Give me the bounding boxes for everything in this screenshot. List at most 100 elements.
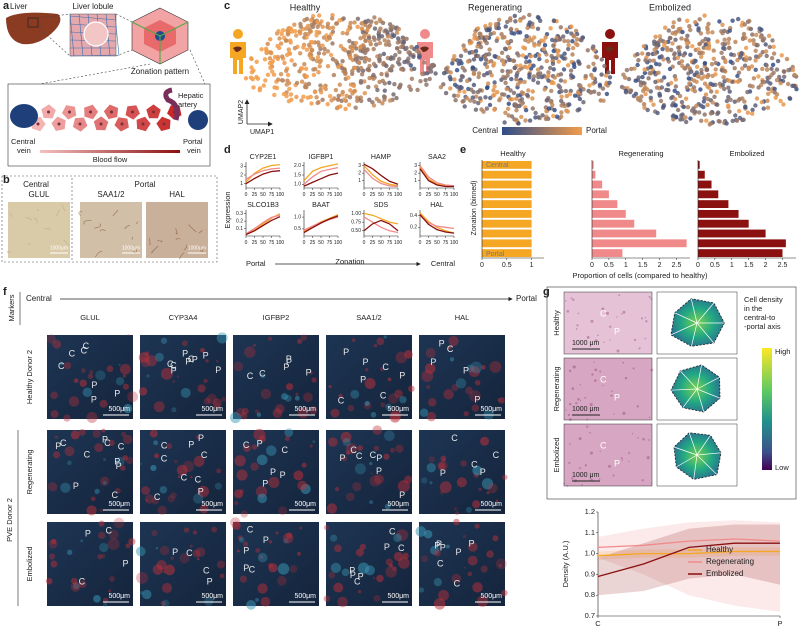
if-signal bbox=[257, 493, 268, 504]
umap-cell bbox=[457, 86, 462, 91]
if-signal bbox=[87, 373, 94, 380]
umap-cell bbox=[358, 66, 364, 71]
zone-letter: P bbox=[171, 365, 177, 375]
x-tick-label: 0 bbox=[480, 262, 484, 269]
umap-cell bbox=[676, 27, 681, 32]
if-signal bbox=[203, 397, 211, 405]
he-speck bbox=[572, 365, 576, 369]
umap-cell bbox=[536, 53, 542, 58]
if-signal bbox=[153, 440, 159, 446]
if-signal bbox=[50, 538, 57, 545]
zone-letter: P bbox=[440, 543, 446, 553]
label: Zonation bbox=[335, 257, 364, 266]
series-line bbox=[363, 168, 399, 188]
y-tick-label: 0.2 bbox=[410, 225, 417, 231]
if-signal bbox=[495, 558, 507, 570]
umap-cell bbox=[279, 78, 285, 83]
ihc-vessel bbox=[27, 243, 31, 246]
panel-letter: f bbox=[3, 286, 7, 298]
umap-cell bbox=[548, 99, 554, 105]
umap-cell bbox=[314, 95, 319, 100]
umap-cell bbox=[680, 63, 685, 69]
if-signal bbox=[233, 361, 244, 372]
x-tick-label: 1.5 bbox=[744, 262, 754, 269]
chart-title: HAL bbox=[430, 202, 444, 209]
zone-letter: P bbox=[339, 453, 345, 463]
if-signal bbox=[253, 343, 257, 347]
legend-label: Embolized bbox=[706, 569, 743, 578]
umap-cell bbox=[675, 55, 681, 60]
umap-cell bbox=[742, 63, 748, 68]
umap-cell bbox=[747, 56, 752, 61]
if-signal bbox=[109, 576, 115, 582]
umap-cell bbox=[497, 98, 502, 103]
if-signal bbox=[99, 508, 104, 513]
bar bbox=[482, 200, 532, 209]
if-signal bbox=[99, 399, 108, 408]
umap-cell bbox=[766, 91, 771, 97]
he-speck bbox=[602, 384, 604, 387]
ihc-vessel bbox=[78, 211, 83, 216]
if-signal bbox=[285, 383, 294, 391]
if-signal bbox=[476, 595, 489, 607]
umap-cell bbox=[774, 92, 780, 97]
label: 1000 μm bbox=[572, 406, 600, 413]
umap-cell bbox=[351, 83, 357, 89]
umap-cell bbox=[367, 57, 372, 63]
umap-cell bbox=[777, 74, 782, 80]
density-polygon bbox=[670, 364, 721, 413]
if-signal bbox=[428, 398, 437, 407]
if-signal bbox=[442, 458, 446, 462]
umap-cell bbox=[745, 89, 750, 95]
label: 500μm bbox=[108, 593, 130, 600]
umap-cell bbox=[729, 52, 734, 57]
he-speck bbox=[604, 446, 606, 448]
y-tick-label: 2.0 bbox=[294, 163, 301, 169]
if-signal bbox=[399, 396, 407, 404]
umap-cell bbox=[342, 97, 347, 102]
umap-cell bbox=[527, 118, 533, 123]
umap-cell bbox=[330, 41, 335, 46]
umap-cell bbox=[784, 56, 790, 62]
if-signal bbox=[144, 494, 155, 504]
umap-cell bbox=[740, 36, 746, 42]
umap-cell bbox=[414, 48, 419, 53]
umap-cell bbox=[543, 35, 548, 40]
umap-cell bbox=[531, 74, 537, 79]
umap-cell bbox=[690, 44, 695, 49]
y-tick-label: 0.7 bbox=[585, 611, 595, 620]
umap-cell bbox=[715, 39, 720, 44]
umap-cell bbox=[286, 47, 291, 52]
umap-cell bbox=[277, 45, 282, 51]
if-signal bbox=[203, 378, 208, 384]
if-signal bbox=[48, 553, 56, 560]
if-signal bbox=[70, 581, 81, 592]
umap-cell bbox=[387, 22, 393, 27]
he-speck bbox=[586, 425, 589, 428]
series-line bbox=[363, 163, 399, 185]
he-speck bbox=[567, 413, 571, 417]
umap-cell bbox=[348, 88, 353, 93]
umap-cell bbox=[499, 32, 504, 37]
umap-cell bbox=[481, 72, 487, 78]
if-signal bbox=[364, 378, 376, 389]
umap-cell bbox=[308, 55, 314, 61]
umap-cell bbox=[699, 54, 704, 59]
if-signal bbox=[122, 455, 128, 461]
umap-cell bbox=[342, 48, 348, 53]
umap-cell bbox=[533, 115, 538, 120]
umap-cell bbox=[756, 74, 761, 79]
nucleus bbox=[36, 122, 40, 126]
umap-cell bbox=[607, 80, 612, 86]
umap-cell bbox=[368, 23, 373, 28]
if-signal bbox=[258, 435, 267, 443]
he-speck bbox=[610, 390, 613, 393]
zone-letter: C bbox=[356, 451, 363, 461]
umap-cell bbox=[641, 88, 646, 94]
he-speck bbox=[641, 479, 644, 482]
umap-cell bbox=[509, 30, 514, 36]
umap-cell bbox=[640, 74, 645, 80]
if-signal bbox=[71, 577, 78, 585]
umap-cell bbox=[409, 76, 415, 82]
legend-label: Healthy bbox=[706, 545, 733, 554]
